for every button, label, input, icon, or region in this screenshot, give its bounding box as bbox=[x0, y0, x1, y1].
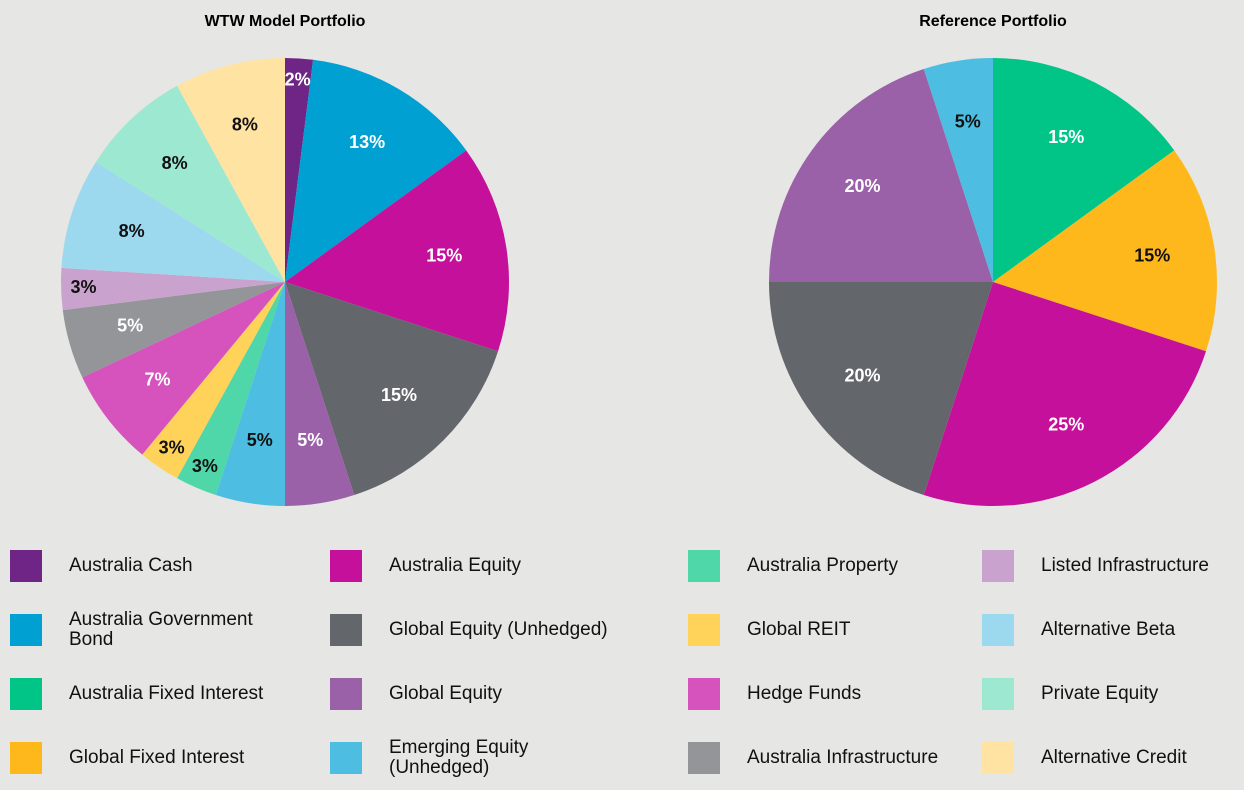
pie-slice bbox=[82, 282, 285, 455]
value-label: 15% bbox=[381, 385, 417, 405]
pie-slice bbox=[769, 68, 993, 282]
legend-item: Emerging Equity (Unhedged) bbox=[330, 726, 629, 790]
legend-label: Hedge Funds bbox=[747, 683, 862, 704]
pie-slice bbox=[923, 282, 1207, 506]
legend-swatch bbox=[330, 550, 362, 582]
pie-slice bbox=[285, 150, 509, 352]
value-label: 5% bbox=[955, 111, 981, 131]
legend-label: Alternative Credit bbox=[1041, 747, 1187, 768]
legend: Australia Cash Australia Government Bond A… bbox=[0, 534, 1244, 785]
legend-item: Listed Infrastructure bbox=[982, 534, 1244, 598]
legend-item: Global REIT bbox=[688, 598, 987, 662]
value-label: 13% bbox=[349, 132, 385, 152]
value-label: 3% bbox=[159, 437, 185, 457]
legend-label: Global REIT bbox=[747, 619, 851, 640]
legend-label: Australia Cash bbox=[69, 555, 193, 576]
legend-swatch bbox=[688, 614, 720, 646]
pie-slice bbox=[61, 267, 286, 311]
value-label: 3% bbox=[192, 456, 218, 476]
legend-item: Alternative Beta bbox=[982, 598, 1244, 662]
value-label: 5% bbox=[117, 316, 143, 336]
value-label: 25% bbox=[1048, 414, 1084, 434]
legend-item: Australia Government Bond bbox=[10, 598, 264, 662]
legend-swatch bbox=[330, 742, 362, 774]
pie-slice bbox=[177, 282, 285, 496]
pie-slice bbox=[285, 282, 355, 506]
pie-slice bbox=[769, 282, 993, 496]
legend-label: Australia Equity bbox=[389, 555, 522, 576]
pie-slice bbox=[923, 58, 993, 282]
legend-item: Australia Cash bbox=[10, 534, 264, 598]
legend-swatch bbox=[330, 614, 362, 646]
legend-item: Private Equity bbox=[982, 662, 1244, 726]
legend-label: Australia Government Bond bbox=[69, 609, 253, 650]
legend-label: Australia Property bbox=[747, 555, 899, 576]
legend-swatch bbox=[10, 678, 42, 710]
legend-swatch bbox=[330, 678, 362, 710]
value-label: 15% bbox=[426, 246, 462, 266]
pie-slice bbox=[95, 85, 285, 282]
legend-item: Global Equity bbox=[330, 662, 629, 726]
legend-item: Australia Infrastructure bbox=[688, 726, 987, 790]
pie-slice bbox=[61, 161, 285, 282]
pie-slice bbox=[285, 282, 499, 496]
legend-item: Hedge Funds bbox=[688, 662, 987, 726]
pie-slice bbox=[62, 282, 285, 378]
value-label: 5% bbox=[297, 430, 323, 450]
value-label: 2% bbox=[285, 70, 311, 90]
legend-label: Global Fixed Interest bbox=[69, 747, 245, 768]
pie-slice bbox=[993, 58, 1175, 282]
chart-title: WTW Model Portfolio bbox=[205, 13, 366, 30]
chart: WTW Model Portfolio 2% 13% 15% 15% 5% 5% 3% 3% 7%… bbox=[61, 13, 1217, 506]
legend-swatch bbox=[10, 614, 42, 646]
legend-item: Australia Equity bbox=[330, 534, 629, 598]
legend-label: Australia Fixed Interest bbox=[69, 683, 264, 704]
legend-swatch bbox=[688, 742, 720, 774]
legend-label: Listed Infrastructure bbox=[1041, 555, 1209, 576]
value-label: 15% bbox=[1048, 127, 1084, 147]
value-label: 8% bbox=[162, 153, 188, 173]
pie-slice bbox=[142, 282, 285, 479]
legend-label: Global Equity (Unhedged) bbox=[389, 619, 608, 640]
legend-label: Alternative Beta bbox=[1041, 619, 1176, 640]
legend-item: Global Equity (Unhedged) bbox=[330, 598, 629, 662]
value-label: 15% bbox=[1134, 246, 1170, 266]
legend-item: Alternative Credit bbox=[982, 726, 1244, 790]
value-label: 20% bbox=[845, 176, 881, 196]
legend-swatch bbox=[10, 550, 42, 582]
legend-swatch bbox=[688, 678, 720, 710]
chart-title: Reference Portfolio bbox=[919, 13, 1067, 30]
pie-slice bbox=[285, 58, 314, 282]
legend-swatch bbox=[10, 742, 42, 774]
legend-item: Australia Property bbox=[688, 534, 987, 598]
legend-swatch bbox=[982, 614, 1014, 646]
pie-slice bbox=[215, 282, 285, 506]
pie-slice bbox=[285, 59, 467, 282]
value-label: 20% bbox=[845, 366, 881, 386]
legend-label: Australia Infrastructure bbox=[747, 747, 939, 768]
legend-label: Private Equity bbox=[1041, 683, 1159, 704]
value-label: 5% bbox=[247, 430, 273, 450]
value-label: 8% bbox=[119, 221, 145, 241]
legend-swatch bbox=[982, 742, 1014, 774]
pie-slice bbox=[177, 58, 285, 282]
legend-label: Global Equity bbox=[389, 683, 503, 704]
pie-slice bbox=[993, 150, 1217, 352]
value-label: 7% bbox=[145, 370, 171, 390]
legend-label: Emerging Equity (Unhedged) bbox=[389, 737, 529, 778]
legend-item: Global Fixed Interest bbox=[10, 726, 264, 790]
legend-swatch bbox=[982, 678, 1014, 710]
value-label: 8% bbox=[232, 115, 258, 135]
legend-swatch bbox=[688, 550, 720, 582]
legend-swatch bbox=[982, 550, 1014, 582]
value-label: 3% bbox=[70, 277, 96, 297]
legend-item: Australia Fixed Interest bbox=[10, 662, 264, 726]
